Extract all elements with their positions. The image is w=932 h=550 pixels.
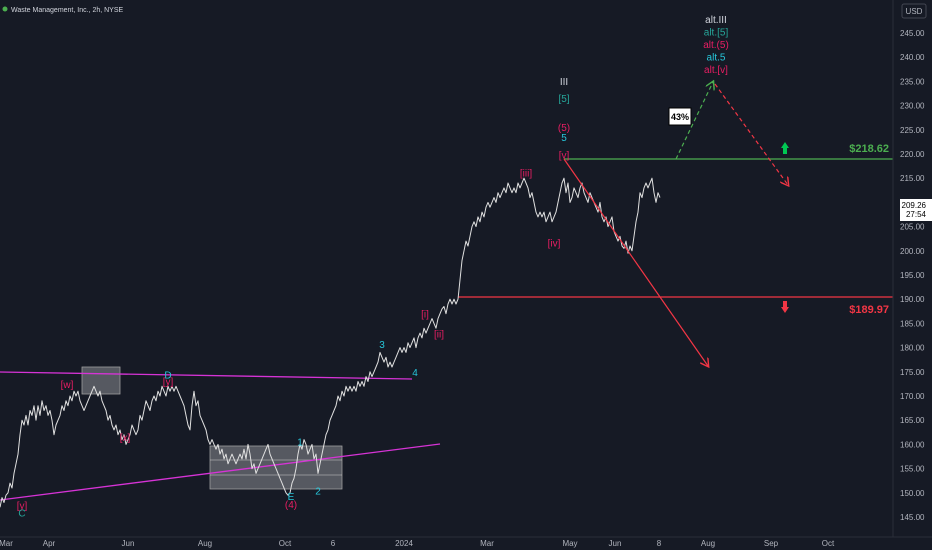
price-tick-175: 175.00 xyxy=(900,368,925,377)
wave-labels: [y]C[w][x]D[y]1E(4)234[i][ii][iii][iv]II… xyxy=(17,77,570,520)
time-axis-ticks: Mar Apr Jun Aug Oct 6 2024 Mar May Jun 8 Aug Sep Oct xyxy=(0,539,835,548)
price-tick-230: 230.00 xyxy=(900,102,925,111)
wave-label-6: 1 xyxy=(297,438,303,449)
down-arrow-icon xyxy=(781,301,789,313)
current-price-value: 209.26 xyxy=(902,201,927,210)
up-arrow-icon xyxy=(781,142,789,154)
wave-label-13: [ii] xyxy=(434,330,444,341)
time-tick-13: Oct xyxy=(822,539,835,548)
wave-label-14: [iii] xyxy=(520,168,532,179)
price-tick-185: 185.00 xyxy=(900,319,925,328)
price-tick-215: 215.00 xyxy=(900,174,925,183)
wave-label-10: 3 xyxy=(379,340,385,351)
support-level-label: $189.97 xyxy=(849,304,889,316)
time-tick-4: Oct xyxy=(279,539,292,548)
chart-title: Waste Management, Inc., 2h, NYSE xyxy=(11,7,124,14)
wave-label-11: 4 xyxy=(412,368,418,379)
consolidation-box-upper xyxy=(81,366,121,395)
alt-label-1: alt.[5] xyxy=(704,28,729,39)
time-tick-0: Mar xyxy=(0,539,13,548)
currency-box[interactable] xyxy=(901,3,927,19)
price-tick-195: 195.00 xyxy=(900,271,925,280)
resistance-level-label: $218.62 xyxy=(849,143,889,155)
wave-label-0: [y] xyxy=(17,501,28,512)
price-axis xyxy=(893,0,932,550)
wave-label-18: (5) xyxy=(558,123,570,134)
price-tick-180: 180.00 xyxy=(900,344,925,353)
time-tick-1: Apr xyxy=(43,539,56,548)
price-tick-165: 165.00 xyxy=(900,416,925,425)
price-series-line xyxy=(0,177,661,508)
price-tick-220: 220.00 xyxy=(900,150,925,159)
time-tick-12: Sep xyxy=(764,539,779,548)
wave-label-7: E xyxy=(288,492,295,503)
wave-label-15: [iv] xyxy=(548,239,561,250)
alt-label-4: alt.[v] xyxy=(704,65,728,76)
price-tick-205: 205.00 xyxy=(900,223,925,232)
current-price-tag xyxy=(900,199,932,221)
wave-label-4: D xyxy=(164,371,171,382)
wave-label-8: (4) xyxy=(285,500,297,511)
time-tick-11: Aug xyxy=(701,539,715,548)
price-tick-145: 145.00 xyxy=(900,513,925,522)
time-tick-6: 2024 xyxy=(395,539,413,548)
wave-label-9: 2 xyxy=(315,486,321,497)
price-tick-240: 240.00 xyxy=(900,53,925,62)
time-tick-8: May xyxy=(562,539,577,548)
wave-label-17: [5] xyxy=(558,94,569,105)
alt-label-0: alt.III xyxy=(705,15,727,26)
probability-box xyxy=(668,107,692,126)
currency-label: USD xyxy=(906,7,923,16)
wave-label-19: 5 xyxy=(561,133,567,144)
wave-label-2: [w] xyxy=(61,380,74,391)
price-tick-235: 235.00 xyxy=(900,77,925,86)
price-tick-170: 170.00 xyxy=(900,392,925,401)
price-tick-160: 160.00 xyxy=(900,440,925,449)
lower-trendline xyxy=(0,443,441,501)
wave-label-16: III xyxy=(560,77,568,88)
probability-label: 43% xyxy=(671,112,689,122)
price-tick-155: 155.00 xyxy=(900,465,925,474)
price-tick-150: 150.00 xyxy=(900,489,925,498)
time-tick-9: Jun xyxy=(609,539,622,548)
bearish-projection-arrow xyxy=(563,158,708,366)
wave-label-3: [x] xyxy=(120,433,131,444)
price-tick-245: 245.00 xyxy=(900,29,925,38)
time-tick-7: Mar xyxy=(480,539,494,548)
price-tick-190: 190.00 xyxy=(900,295,925,304)
price-axis-ticks: 145.00 150.00 155.00 160.00 165.00 170.00 175.… xyxy=(900,29,925,522)
wave-label-12: [i] xyxy=(421,310,429,321)
countdown-timer: 27:54 xyxy=(906,210,927,219)
bullish-projection-dashed xyxy=(675,82,713,160)
wave-label-1: C xyxy=(18,509,25,520)
alt-label-3: alt.5 xyxy=(707,53,726,64)
wave-label-5: [y] xyxy=(163,377,174,388)
time-tick-2: Jun xyxy=(122,539,135,548)
time-tick-10: 8 xyxy=(657,539,662,548)
wave-label-20: [v] xyxy=(559,151,570,162)
time-tick-5: 6 xyxy=(331,539,336,548)
time-tick-3: Aug xyxy=(198,539,212,548)
alt-label-2: alt.(5) xyxy=(703,40,729,51)
upper-trendline xyxy=(0,371,413,380)
status-dot-icon xyxy=(2,6,8,12)
price-tick-200: 200.00 xyxy=(900,247,925,256)
price-tick-225: 225.00 xyxy=(900,126,925,135)
